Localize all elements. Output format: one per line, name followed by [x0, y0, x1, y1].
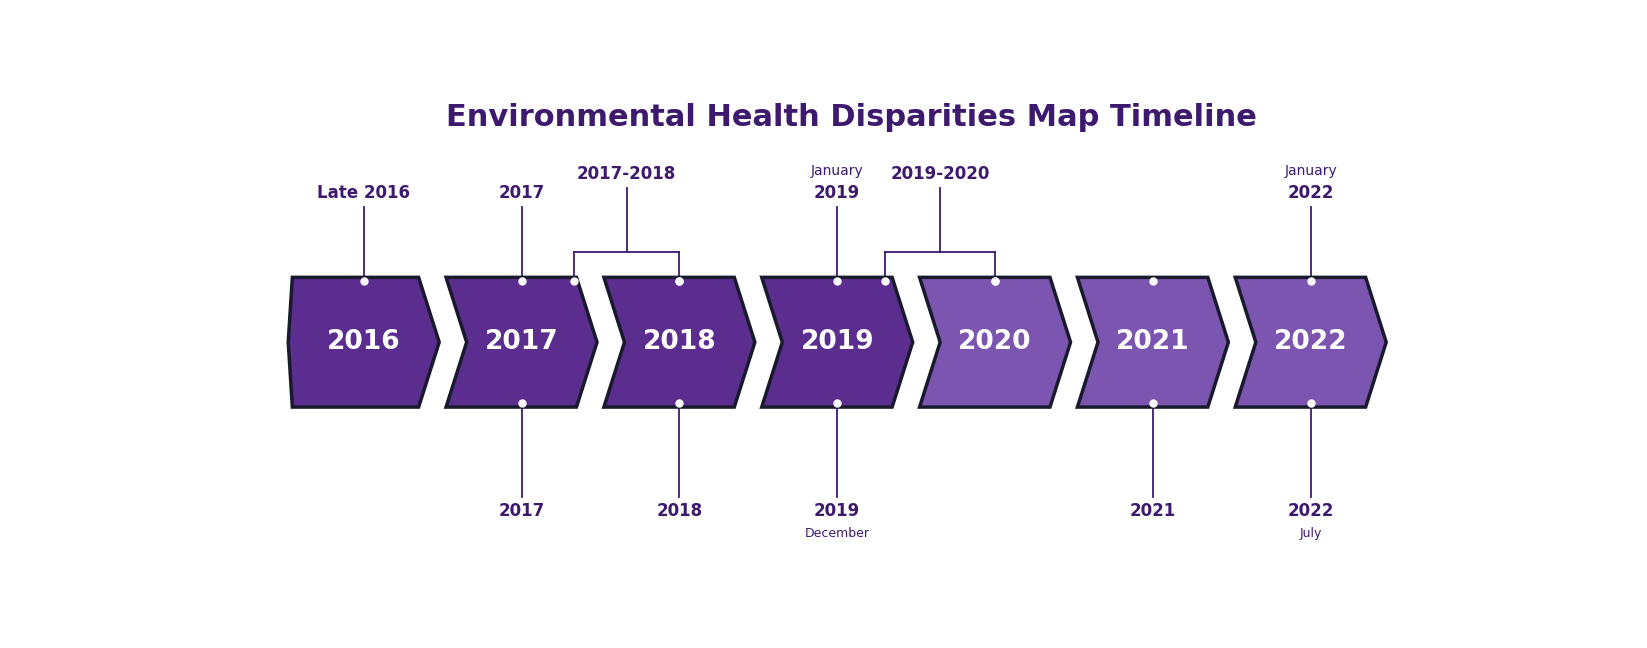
Text: 2021: 2021: [1117, 329, 1189, 355]
Text: January: January: [810, 163, 863, 178]
Polygon shape: [288, 277, 440, 407]
Polygon shape: [761, 277, 912, 407]
Text: 2020: 2020: [959, 329, 1031, 355]
Text: 2022: 2022: [1288, 502, 1334, 520]
Text: 2019: 2019: [814, 185, 860, 202]
Text: 2018: 2018: [656, 502, 703, 520]
Polygon shape: [604, 277, 754, 407]
Text: December: December: [805, 527, 870, 540]
Text: 2017: 2017: [499, 502, 545, 520]
Text: July: July: [1299, 527, 1323, 540]
Text: 2018: 2018: [642, 329, 716, 355]
Text: 2017-2018: 2017-2018: [576, 165, 677, 183]
Text: Environmental Health Disparities Map Timeline: Environmental Health Disparities Map Tim…: [445, 103, 1257, 132]
Text: 2017: 2017: [499, 185, 545, 202]
Text: 2022: 2022: [1288, 185, 1334, 202]
Text: 2022: 2022: [1275, 329, 1347, 355]
Text: 2019: 2019: [800, 329, 875, 355]
Polygon shape: [446, 277, 596, 407]
Polygon shape: [1077, 277, 1229, 407]
Text: 2017: 2017: [484, 329, 558, 355]
Text: 2016: 2016: [326, 329, 400, 355]
Text: January: January: [1285, 163, 1337, 178]
Polygon shape: [919, 277, 1071, 407]
Text: 2021: 2021: [1130, 502, 1176, 520]
Text: 2019-2020: 2019-2020: [891, 165, 990, 183]
Text: Late 2016: Late 2016: [318, 185, 410, 202]
Polygon shape: [1235, 277, 1387, 407]
Text: 2019: 2019: [814, 502, 860, 520]
